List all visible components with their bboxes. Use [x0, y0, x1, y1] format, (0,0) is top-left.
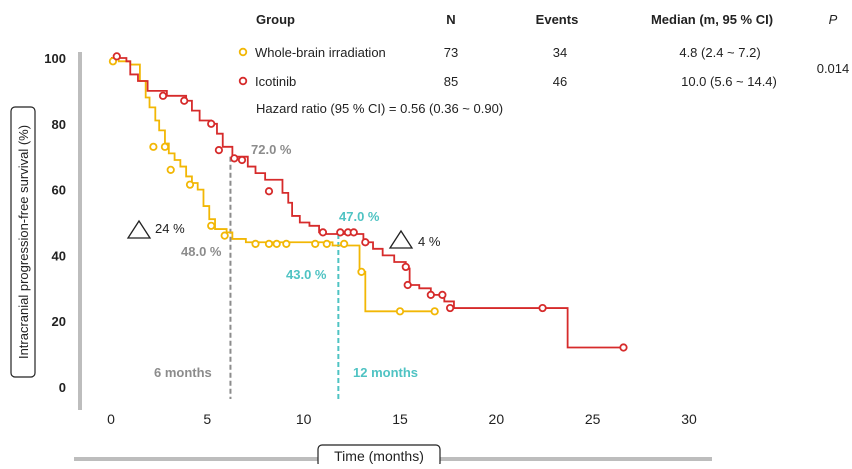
- table-row-events-wbi: 34: [553, 45, 567, 60]
- censor-mark: [185, 180, 195, 189]
- censor-mark: [166, 165, 175, 174]
- censor-mark: [207, 119, 216, 128]
- x-axis-label: Time (months): [334, 448, 424, 464]
- censor-mark: [180, 96, 189, 105]
- censor-mark: [318, 228, 328, 237]
- y-axis-title-box: [10, 106, 36, 378]
- annotation-icotinib-6m: 72.0 %: [251, 142, 292, 157]
- y-tick-label: 100: [44, 51, 66, 66]
- censor-mark: [207, 221, 216, 230]
- censor-mark: [401, 262, 410, 272]
- table-row-median-wbi: 4.8 (2.4 ~ 7.2): [679, 45, 760, 60]
- censor-mark: [251, 239, 260, 248]
- censor-mark: [237, 155, 247, 165]
- y-tick-label: 20: [52, 314, 66, 329]
- censor-mark: [403, 280, 412, 290]
- censor-mark: [264, 239, 274, 248]
- table-header-group: Group: [256, 12, 295, 27]
- censor-mark: [272, 239, 281, 248]
- censor-mark: [322, 239, 331, 248]
- y-tick-label: 40: [52, 248, 66, 263]
- censor-mark: [264, 187, 274, 196]
- x-tick-label: 5: [203, 411, 211, 427]
- triangle-icon-12m: [388, 229, 414, 249]
- table-row-group-wbi: Whole-brain irradiation: [255, 45, 386, 60]
- y-tick-labels: 0 20 40 60 80 100: [44, 51, 66, 395]
- x-tick-label: 15: [392, 411, 408, 427]
- censor-mark: [361, 238, 370, 247]
- table-row-events-icotinib: 46: [553, 74, 567, 89]
- p-value: 0.014: [817, 61, 850, 76]
- x-tick-labels: 0 5 10 15 20 25 30: [107, 411, 697, 427]
- censor-mark: [349, 228, 358, 237]
- x-tick-label: 10: [296, 411, 312, 427]
- censor-mark: [340, 239, 349, 248]
- annotation-diff-12m: 4 %: [418, 234, 441, 249]
- censor-mark: [445, 303, 455, 313]
- x-axis-title: Time (months): [317, 444, 441, 468]
- reference-lines: [229, 156, 340, 399]
- x-tick-label: 30: [681, 411, 697, 427]
- triangle-icon-6m: [126, 219, 152, 239]
- annotation-12-months: 12 months: [353, 365, 418, 380]
- censor-mark: [282, 239, 291, 248]
- annotation-6-months: 6 months: [154, 365, 212, 380]
- x-tick-label: 0: [107, 411, 115, 427]
- censor-mark: [160, 142, 170, 151]
- table-row-median-icotinib: 10.0 (5.6 ~ 14.4): [681, 74, 777, 89]
- censor-marks-whole-brain-irradiation: [108, 57, 439, 316]
- y-axis-label: Intracranial progression-free survival (…: [16, 125, 31, 359]
- annotation-wbi-6m: 48.0 %: [181, 244, 222, 259]
- censor-mark: [438, 290, 447, 299]
- table-row-n-icotinib: 85: [444, 74, 458, 89]
- y-tick-label: 60: [52, 183, 66, 198]
- censor-mark: [430, 307, 439, 316]
- annotation-diff-6m: 24 %: [155, 221, 185, 236]
- censor-mark: [311, 239, 320, 248]
- annotation-wbi-12m: 43.0 %: [286, 267, 327, 282]
- censor-mark: [158, 91, 168, 100]
- table-row-n-wbi: 73: [444, 45, 458, 60]
- summary-table: Group N Events Median (m, 95 % CI) P Who…: [238, 12, 850, 116]
- annotation-icotinib-12m: 47.0 %: [339, 209, 380, 224]
- censor-mark: [336, 228, 345, 237]
- table-header-median: Median (m, 95 % CI): [651, 12, 773, 27]
- table-header-events: Events: [536, 12, 579, 27]
- censor-mark: [395, 307, 405, 316]
- x-tick-label: 20: [489, 411, 505, 427]
- table-row-group-icotinib: Icotinib: [255, 74, 296, 89]
- table-header-n: N: [446, 12, 455, 27]
- series-line-whole-brain-irradiation: [111, 57, 439, 313]
- y-tick-label: 80: [52, 117, 66, 132]
- censor-mark: [149, 142, 158, 151]
- censor-mark: [112, 52, 121, 61]
- y-axis-title: Intracranial progression-free survival (…: [10, 106, 36, 378]
- censor-mark: [426, 290, 435, 299]
- censor-marks-icotinib: [112, 52, 628, 352]
- censor-mark: [619, 343, 628, 352]
- hazard-ratio: Hazard ratio (95 % CI) = 0.56 (0.36 ~ 0.…: [256, 101, 503, 116]
- censor-mark: [220, 231, 229, 240]
- censor-mark: [214, 146, 223, 155]
- y-tick-label: 0: [59, 380, 66, 395]
- x-tick-label: 25: [585, 411, 601, 427]
- censor-mark: [538, 303, 547, 313]
- censor-mark: [357, 267, 366, 276]
- legend-marker-whole-brain-irradiation: [238, 47, 248, 57]
- legend-marker-icotinib: [238, 76, 248, 86]
- censor-mark: [230, 154, 239, 163]
- table-header-p: P: [829, 12, 838, 27]
